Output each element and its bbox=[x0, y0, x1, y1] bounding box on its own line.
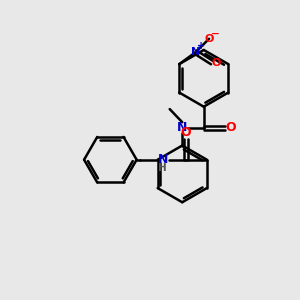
Text: O: O bbox=[212, 58, 221, 68]
Text: N: N bbox=[177, 121, 188, 134]
Text: +: + bbox=[197, 40, 205, 51]
Text: O: O bbox=[181, 126, 191, 139]
Text: O: O bbox=[204, 34, 214, 44]
Text: O: O bbox=[225, 121, 236, 134]
Text: −: − bbox=[211, 28, 220, 38]
Text: H: H bbox=[158, 163, 167, 173]
Text: N: N bbox=[158, 153, 169, 166]
Text: N: N bbox=[191, 47, 200, 57]
